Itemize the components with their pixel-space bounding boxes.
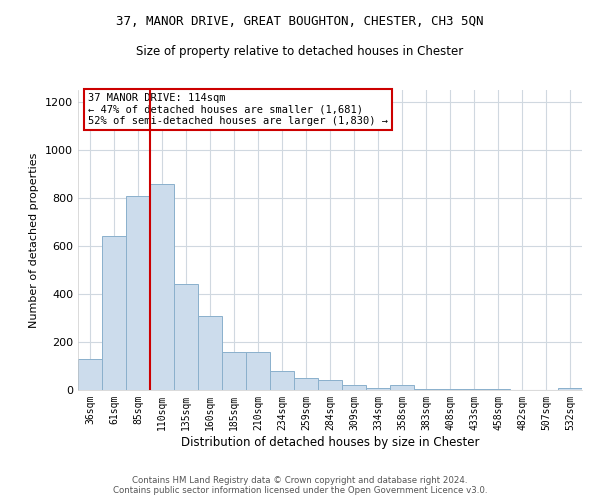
Bar: [414, 389, 438, 390]
Text: Size of property relative to detached houses in Chester: Size of property relative to detached ho…: [136, 45, 464, 58]
Bar: [318, 380, 342, 390]
Bar: [150, 184, 174, 390]
Bar: [438, 389, 462, 390]
Bar: [342, 385, 366, 390]
Text: 37, MANOR DRIVE, GREAT BOUGHTON, CHESTER, CH3 5QN: 37, MANOR DRIVE, GREAT BOUGHTON, CHESTER…: [116, 15, 484, 28]
Bar: [126, 196, 150, 390]
Bar: [222, 352, 246, 390]
Bar: [246, 352, 270, 390]
Bar: [78, 359, 102, 390]
Bar: [558, 388, 582, 390]
Bar: [486, 389, 510, 390]
Text: 37 MANOR DRIVE: 114sqm
← 47% of detached houses are smaller (1,681)
52% of semi-: 37 MANOR DRIVE: 114sqm ← 47% of detached…: [88, 93, 388, 126]
Bar: [102, 236, 126, 390]
Bar: [366, 388, 390, 390]
Bar: [198, 316, 222, 390]
Bar: [294, 378, 318, 390]
Text: Contains HM Land Registry data © Crown copyright and database right 2024.
Contai: Contains HM Land Registry data © Crown c…: [113, 476, 487, 495]
Bar: [390, 385, 414, 390]
Bar: [270, 371, 294, 390]
Bar: [462, 389, 486, 390]
Bar: [174, 284, 198, 390]
Y-axis label: Number of detached properties: Number of detached properties: [29, 152, 40, 328]
X-axis label: Distribution of detached houses by size in Chester: Distribution of detached houses by size …: [181, 436, 479, 448]
